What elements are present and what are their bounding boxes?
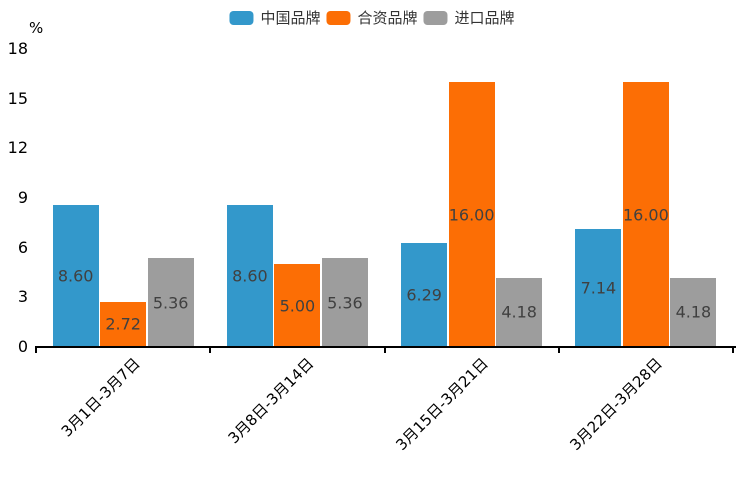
legend-swatch-icon [229,10,254,25]
legend: 中国品牌 合资品牌 进口品牌 [229,7,515,28]
bar[interactable] [52,204,99,347]
bar-value-label: 5.36 [152,293,189,313]
y-axis-unit-label: % [29,19,44,37]
x-axis-tick [209,348,212,353]
bar[interactable] [670,277,717,347]
legend-item[interactable]: 进口品牌 [423,7,515,28]
bar-value-label: 8.60 [57,266,94,286]
bar-value-label: 8.60 [232,266,268,286]
legend-swatch-icon [326,10,351,25]
x-axis-category-label: 3月8日-3月14日 [224,354,318,448]
legend-item-label: 中国品牌 [260,9,321,27]
bar[interactable] [274,264,321,347]
bar-value-label: 5.36 [327,293,363,313]
legend-item-label: 进口品牌 [454,9,515,27]
y-axis-tick-label: 12 [7,138,28,158]
y-axis-tick-label: 6 [17,237,28,257]
y-axis-tick-label: 3 [17,287,28,307]
bar[interactable] [226,204,273,347]
bar-value-label: 6.29 [406,285,442,305]
bar[interactable] [100,301,147,347]
bar-value-label: 4.18 [675,302,712,322]
y-axis-tick-label: 9 [17,188,28,207]
x-axis-tick [732,348,734,353]
bar[interactable] [401,242,448,347]
y-axis-tick-label: 18 [7,39,28,58]
legend-item[interactable]: 中国品牌 [229,7,320,28]
bar[interactable] [147,258,194,347]
y-axis-tick-label: 15 [7,88,28,108]
bar-value-label: 2.72 [105,314,141,334]
bar-value-label: 4.18 [501,302,537,322]
bar[interactable] [496,277,543,347]
bar[interactable] [575,228,622,347]
bar[interactable] [622,82,669,347]
bar-value-label: 5.00 [279,296,316,316]
x-axis-tick [557,348,560,353]
bar-value-label: 16.00 [448,205,495,225]
legend-item-label: 合资品牌 [357,9,418,27]
x-axis-category-label: 3月15日-3月21日 [392,354,492,454]
x-axis-line [35,346,736,348]
bar[interactable] [448,82,495,347]
legend-swatch-icon [423,10,448,25]
bar[interactable] [321,258,368,347]
legend-item[interactable]: 合资品牌 [326,7,418,28]
x-axis-tick [35,348,37,353]
bar-value-label: 7.14 [580,278,617,298]
y-axis-tick-label: 0 [17,337,28,356]
x-axis-tick [383,348,386,353]
x-axis-category-label: 3月1日-3月7日 [57,354,144,441]
x-axis-category-label: 3月22日-3月28日 [566,354,667,454]
bar-value-label: 16.00 [622,205,669,225]
